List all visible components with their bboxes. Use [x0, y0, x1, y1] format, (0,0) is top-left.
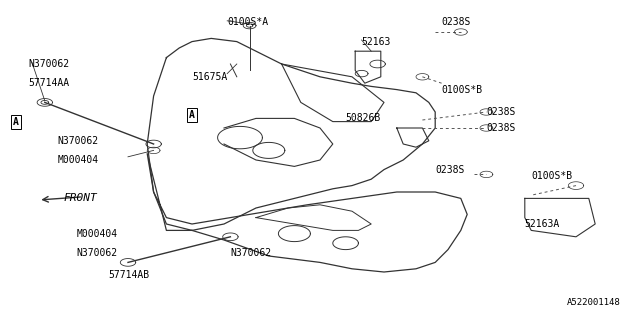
- Text: 0238S: 0238S: [442, 17, 471, 28]
- Text: N370062: N370062: [29, 59, 70, 69]
- Text: 57714AB: 57714AB: [109, 270, 150, 280]
- Text: 52163: 52163: [362, 36, 391, 47]
- Text: A: A: [189, 110, 195, 120]
- Text: 0100S*B: 0100S*B: [531, 171, 572, 181]
- Text: FRONT: FRONT: [64, 193, 98, 204]
- Text: N370062: N370062: [230, 248, 271, 258]
- Text: N370062: N370062: [58, 136, 99, 146]
- Text: M000404: M000404: [77, 228, 118, 239]
- Text: A: A: [13, 116, 19, 127]
- Text: 52163A: 52163A: [525, 219, 560, 229]
- Text: 50826B: 50826B: [346, 113, 381, 124]
- Text: 0100S*A: 0100S*A: [227, 17, 268, 28]
- Text: 0238S: 0238S: [435, 164, 465, 175]
- Text: N370062: N370062: [77, 248, 118, 258]
- Text: 0100S*B: 0100S*B: [442, 84, 483, 95]
- Text: 0238S: 0238S: [486, 123, 516, 133]
- Text: A522001148: A522001148: [567, 298, 621, 307]
- Text: M000404: M000404: [58, 155, 99, 165]
- Text: 57714AA: 57714AA: [29, 78, 70, 88]
- Text: 51675A: 51675A: [192, 72, 227, 82]
- Text: 0238S: 0238S: [486, 107, 516, 117]
